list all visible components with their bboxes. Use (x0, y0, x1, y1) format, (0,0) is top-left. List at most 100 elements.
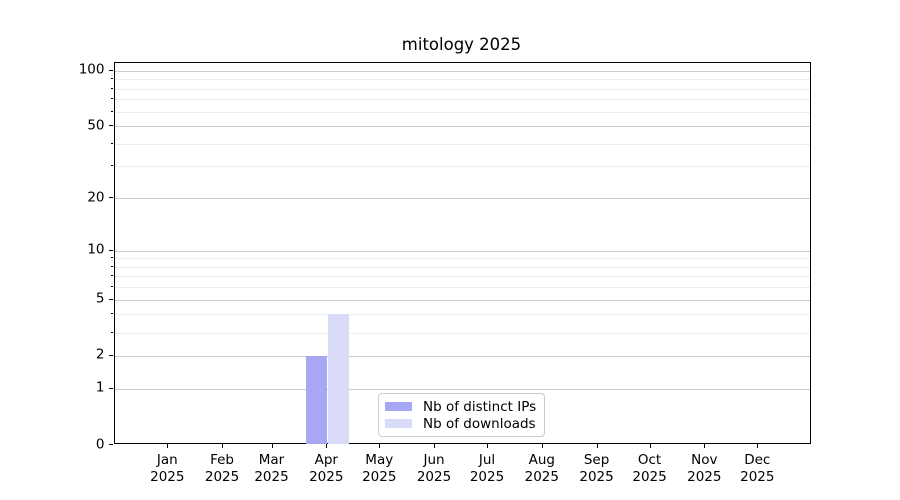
x-tick-label-year: 2025 (137, 469, 197, 486)
minor-gridline (115, 276, 810, 277)
x-tick-label-year: 2025 (457, 469, 517, 486)
x-tick-label-year: 2025 (727, 469, 787, 486)
x-tick-label: May2025 (349, 452, 409, 486)
x-tick-label: Sep2025 (567, 452, 627, 486)
minor-gridline (115, 267, 810, 268)
x-tick-mark (650, 444, 651, 448)
major-gridline (115, 198, 810, 199)
plot-area (114, 62, 811, 444)
x-tick-label-month: Jul (457, 452, 517, 469)
x-tick-label: Jul2025 (457, 452, 517, 486)
legend-swatch-distinct-ips-icon (385, 402, 412, 411)
legend-swatch-downloads-icon (385, 419, 412, 428)
major-gridline (115, 356, 810, 357)
x-tick-label-year: 2025 (512, 469, 572, 486)
x-tick-label-month: Aug (512, 452, 572, 469)
legend-label-distinct-ips: Nb of distinct IPs (423, 400, 536, 414)
x-tick-mark (222, 444, 223, 448)
x-tick-label: Jan2025 (137, 452, 197, 486)
x-tick-label-month: Jun (404, 452, 464, 469)
minor-gridline (115, 258, 810, 259)
y-minor-tick-mark (111, 143, 113, 144)
x-tick-label-month: Nov (674, 452, 734, 469)
y-tick-label: 1 (96, 382, 105, 396)
y-minor-tick-mark (111, 275, 113, 276)
x-tick-label-month: Apr (296, 452, 356, 469)
x-tick-mark (272, 444, 273, 448)
bar-distinct-ips (306, 356, 327, 444)
major-gridline (115, 126, 810, 127)
legend-label-downloads: Nb of downloads (423, 417, 536, 431)
minor-gridline (115, 333, 810, 334)
y-minor-tick-mark (111, 165, 113, 166)
minor-gridline (115, 287, 810, 288)
y-tick-mark (109, 197, 113, 198)
x-tick-label-month: May (349, 452, 409, 469)
major-gridline (115, 71, 810, 72)
y-minor-tick-mark (111, 332, 113, 333)
minor-gridline (115, 314, 810, 315)
minor-gridline (115, 99, 810, 100)
legend-entry-downloads: Nb of downloads (385, 415, 536, 432)
x-tick-mark (326, 444, 327, 448)
minor-gridline (115, 112, 810, 113)
major-gridline (115, 300, 810, 301)
legend-entry-distinct-ips: Nb of distinct IPs (385, 398, 536, 415)
y-minor-tick-mark (111, 286, 113, 287)
minor-gridline (115, 166, 810, 167)
x-tick-label-year: 2025 (349, 469, 409, 486)
x-tick-mark (167, 444, 168, 448)
minor-gridline (115, 89, 810, 90)
x-tick-label: Mar2025 (242, 452, 302, 486)
x-tick-mark (704, 444, 705, 448)
x-tick-label-month: Sep (567, 452, 627, 469)
minor-gridline (115, 79, 810, 80)
y-tick-label: 10 (87, 243, 104, 257)
legend: Nb of distinct IPs Nb of downloads (378, 393, 545, 437)
y-minor-tick-mark (111, 88, 113, 89)
x-tick-label: Apr2025 (296, 452, 356, 486)
bar-downloads (328, 314, 349, 444)
chart-title: mitology 2025 (113, 35, 810, 54)
x-tick-mark (379, 444, 380, 448)
x-tick-label-month: Mar (242, 452, 302, 469)
x-tick-label-month: Jan (137, 452, 197, 469)
x-tick-label-year: 2025 (674, 469, 734, 486)
minor-gridline (115, 144, 810, 145)
x-tick-label: Nov2025 (674, 452, 734, 486)
major-gridline (115, 389, 810, 390)
y-tick-mark (109, 444, 113, 445)
y-tick-mark (109, 70, 113, 71)
y-tick-label: 0 (96, 438, 105, 452)
x-tick-label-year: 2025 (296, 469, 356, 486)
x-tick-label-month: Oct (620, 452, 680, 469)
y-minor-tick-mark (111, 266, 113, 267)
x-tick-label: Aug2025 (512, 452, 572, 486)
x-tick-label-year: 2025 (567, 469, 627, 486)
y-tick-label: 5 (96, 292, 105, 306)
y-minor-tick-mark (111, 78, 113, 79)
x-tick-mark (597, 444, 598, 448)
y-tick-label: 100 (79, 63, 105, 77)
y-minor-tick-mark (111, 313, 113, 314)
y-minor-tick-mark (111, 111, 113, 112)
x-tick-label-year: 2025 (242, 469, 302, 486)
y-tick-mark (109, 125, 113, 126)
y-tick-label: 2 (96, 349, 105, 363)
figure: mitology 2025 0125102050100 Jan2025Feb20… (0, 0, 900, 500)
x-tick-label: Dec2025 (727, 452, 787, 486)
x-tick-label: Jun2025 (404, 452, 464, 486)
major-gridline (115, 251, 810, 252)
y-tick-mark (109, 355, 113, 356)
y-tick-mark (109, 299, 113, 300)
x-tick-mark (757, 444, 758, 448)
y-tick-label: 50 (87, 119, 104, 133)
x-tick-label-month: Dec (727, 452, 787, 469)
y-minor-tick-mark (111, 98, 113, 99)
y-tick-mark (109, 388, 113, 389)
x-tick-label-year: 2025 (620, 469, 680, 486)
x-tick-label-year: 2025 (404, 469, 464, 486)
y-tick-mark (109, 250, 113, 251)
y-minor-tick-mark (111, 257, 113, 258)
x-tick-mark (542, 444, 543, 448)
